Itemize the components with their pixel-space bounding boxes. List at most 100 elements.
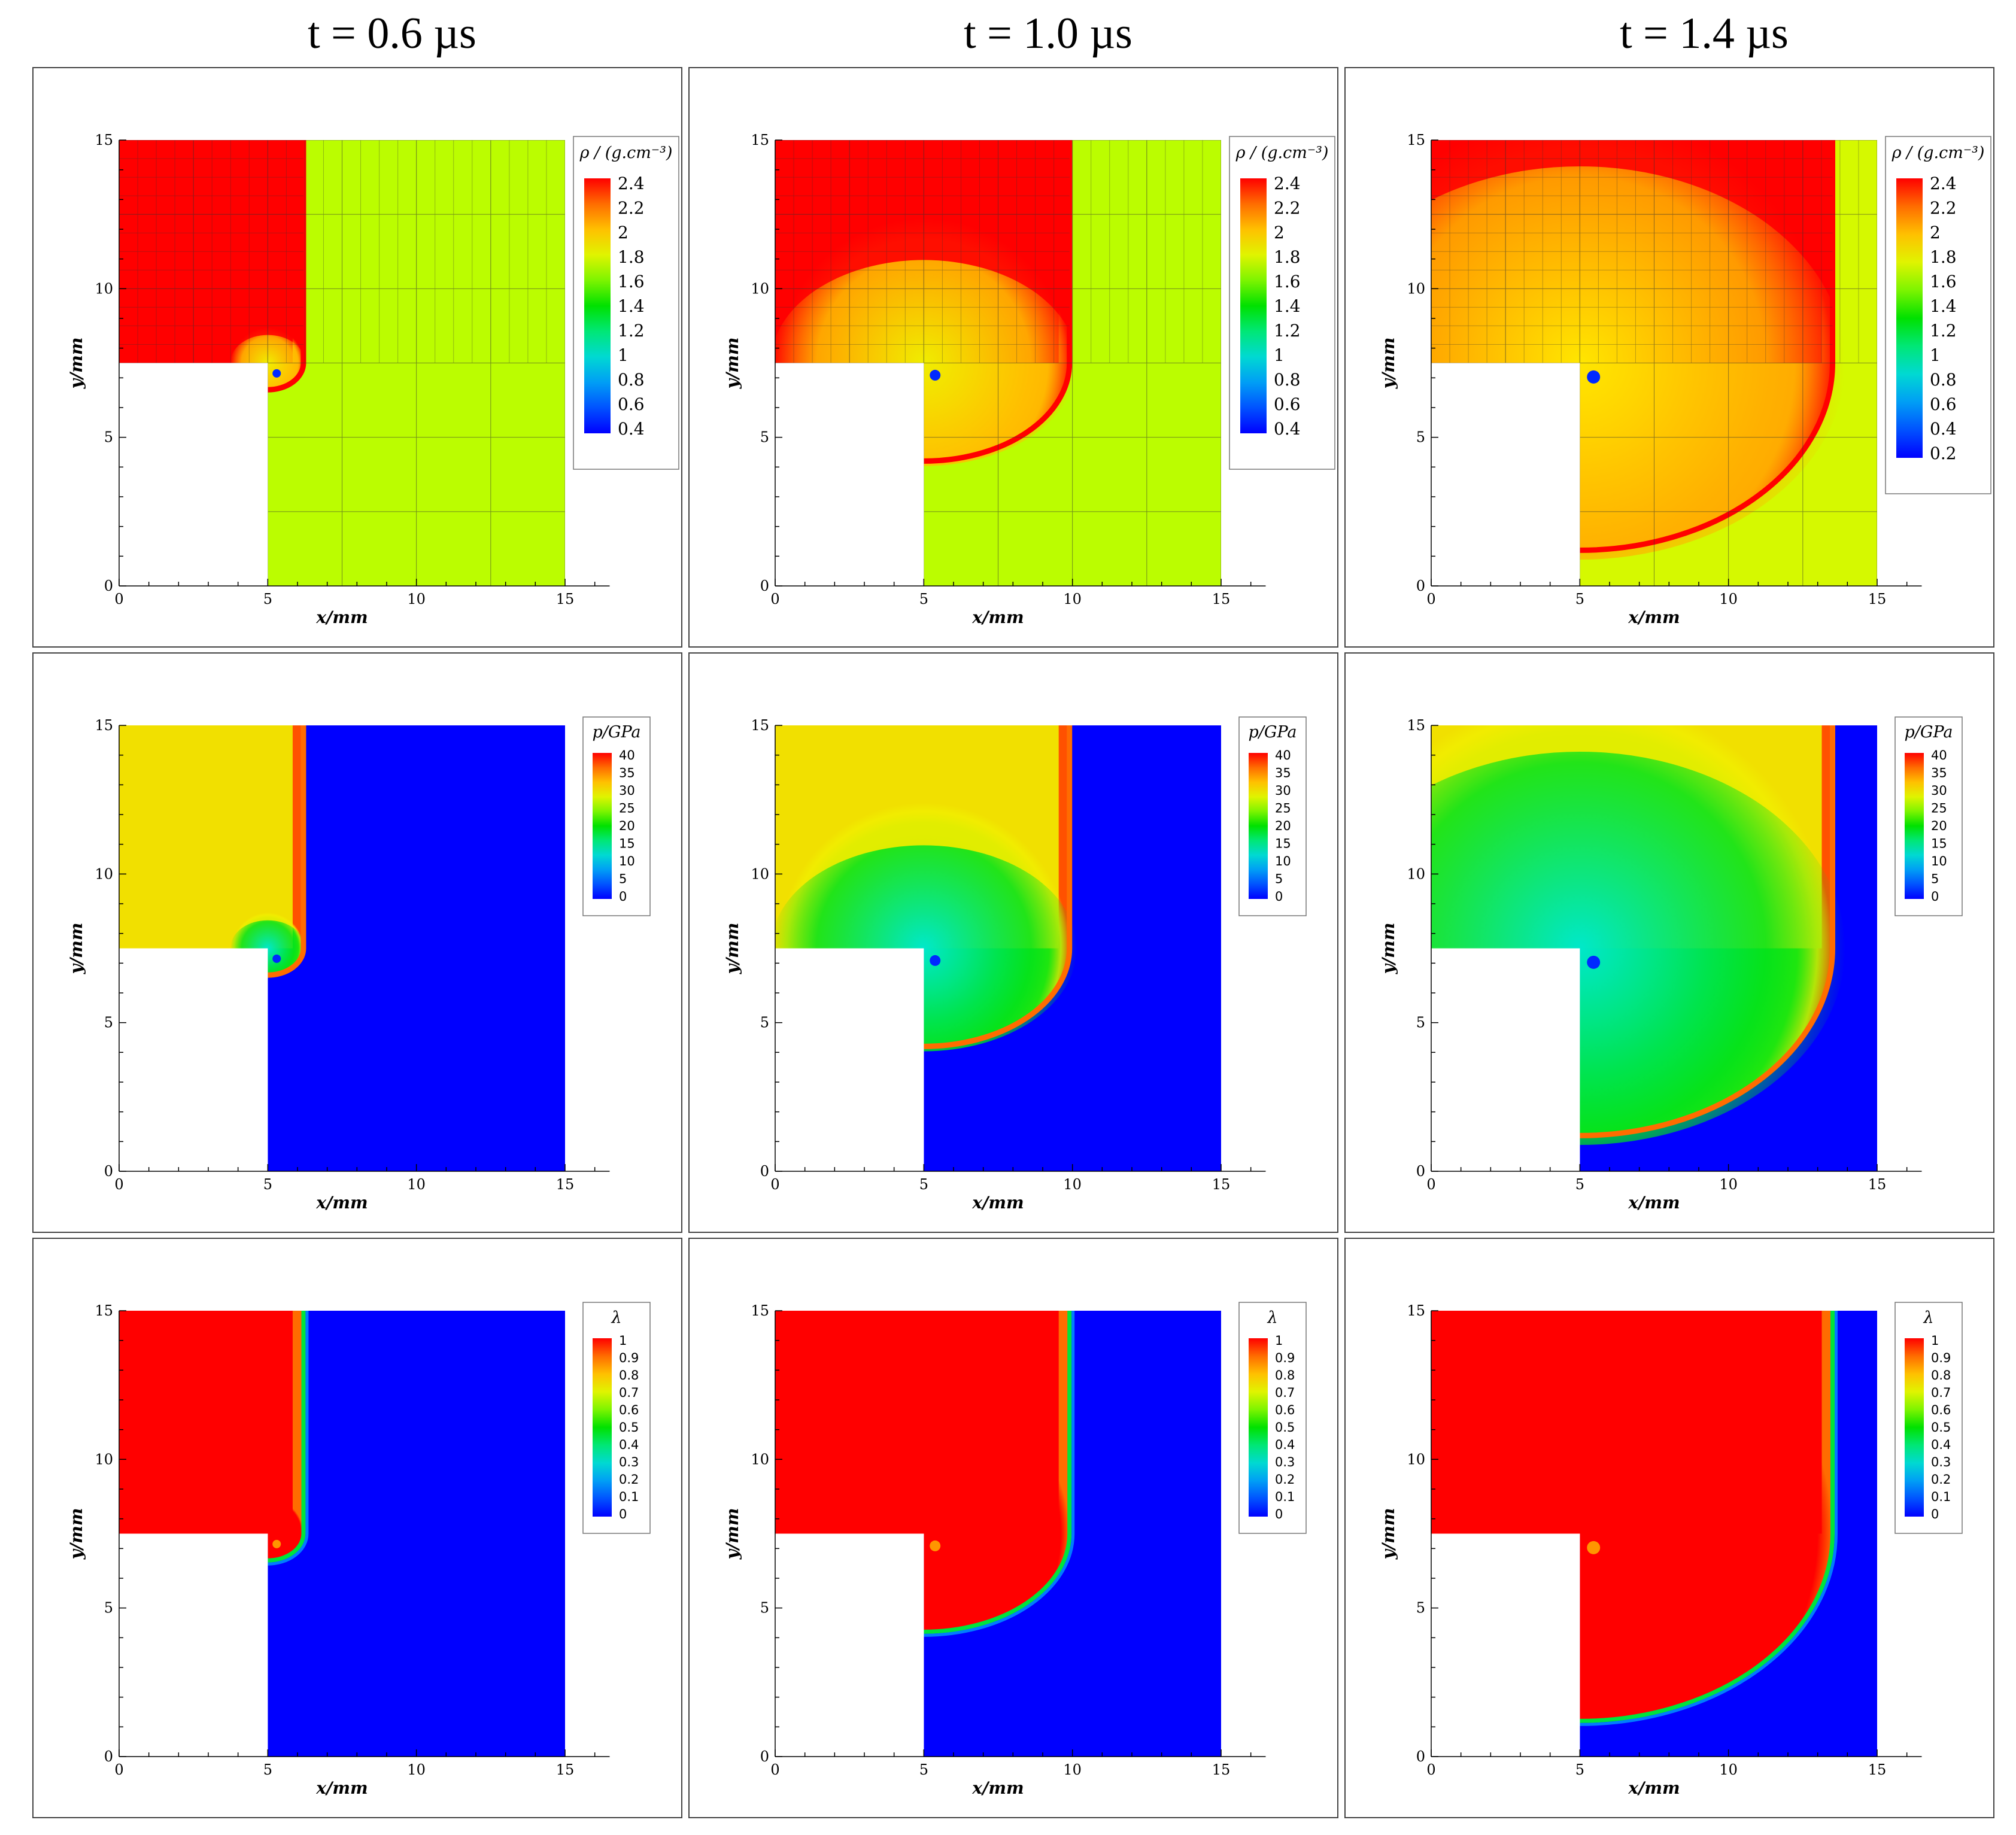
- x-axis-label: x/mm: [315, 1778, 368, 1798]
- y-tick-label: 15: [1407, 132, 1425, 148]
- legend-tick-label: 0.8: [619, 1368, 639, 1383]
- panel-density-2: 0 5 10 15 0 5 10 15 x/mm y/mm ρ / (g.cm⁻³) 2.4 2.2 2 1…: [688, 67, 1338, 648]
- inert-block: [775, 948, 924, 1171]
- axes: [775, 139, 1266, 587]
- legend-colorbar: [1896, 178, 1923, 458]
- legend-tick-label: 1.6: [1930, 272, 1957, 291]
- y-tick-label: 10: [1407, 280, 1425, 297]
- contour-plot: 0 5 10 15 0 5 10 15 x/mm y/mm λ 1 0.9 0.8 0.7 0.6 0.5 0.4…: [66, 1302, 651, 1798]
- x-tick-label: 5: [1575, 591, 1584, 607]
- legend-tick-label: 10: [1275, 854, 1291, 868]
- legend-tick-label: 25: [1931, 801, 1947, 816]
- detonation-front: [1580, 140, 1835, 553]
- x-tick-label: 15: [1868, 591, 1887, 607]
- legend-tick-label: 0.4: [619, 1438, 639, 1452]
- x-tick-label: 5: [919, 1761, 928, 1778]
- vortex-spot: [272, 1539, 281, 1548]
- y-tick-label: 15: [1407, 717, 1425, 734]
- inert-block: [119, 1533, 268, 1757]
- x-tick-label: 0: [1426, 1176, 1435, 1193]
- x-tick-label: 15: [556, 1176, 575, 1193]
- column-title-3: t = 1.4 µs: [1620, 9, 1789, 58]
- x-axis-label: x/mm: [971, 607, 1024, 627]
- x-tick-label: 10: [407, 1176, 426, 1193]
- legend-tick-label: 0.8: [1930, 370, 1957, 390]
- inert-block: [119, 363, 268, 586]
- legend-tick-label: 5: [619, 872, 627, 886]
- y-axis-label: y/mm: [722, 923, 742, 975]
- detonation-front: [1580, 725, 1835, 1138]
- products-band: [119, 725, 293, 949]
- x-tick-label: 15: [1868, 1176, 1887, 1193]
- products-band: [119, 1311, 293, 1534]
- legend-tick-label: 15: [1275, 837, 1291, 851]
- legend-tick-label: 30: [1275, 783, 1291, 798]
- legend-tick-label: 1.4: [1274, 296, 1301, 316]
- vortex-spot: [272, 954, 281, 963]
- x-tick-label: 5: [263, 591, 272, 607]
- y-tick-label: 5: [760, 1600, 769, 1617]
- x-tick-label: 5: [1575, 1761, 1584, 1778]
- legend-title: λ: [611, 1308, 621, 1327]
- legend-tick-label: 0.6: [619, 1403, 639, 1417]
- y-axis-label: y/mm: [66, 923, 86, 975]
- legend-tick-label: 25: [1275, 801, 1291, 816]
- legend-tick-label: 0.5: [619, 1420, 639, 1435]
- legend-tick-label: 35: [1931, 766, 1947, 780]
- y-tick-label: 10: [95, 865, 113, 882]
- x-tick-label: 10: [1063, 591, 1082, 607]
- legend-tick-label: 1.2: [618, 321, 645, 341]
- x-tick-label: 15: [1212, 591, 1231, 607]
- y-tick-label: 0: [104, 1748, 113, 1765]
- legend-tick-label: 35: [619, 766, 635, 780]
- legend-tick-label: 0.9: [1275, 1351, 1295, 1365]
- legend-tick-label: 1.8: [1274, 247, 1301, 267]
- y-tick-label: 5: [104, 1600, 113, 1617]
- y-tick-label: 0: [104, 578, 113, 594]
- y-tick-label: 10: [1407, 865, 1425, 882]
- legend-tick-label: 2: [618, 223, 629, 242]
- vortex-spot: [930, 369, 941, 381]
- legend-title: λ: [1267, 1308, 1277, 1327]
- legend-tick-label: 1.4: [1930, 296, 1957, 316]
- y-tick-label: 0: [104, 1163, 113, 1180]
- x-tick-label: 0: [114, 591, 123, 607]
- panel-reaction_progress-3: 0 5 10 15 0 5 10 15 x/mm y/mm λ 1 0.9 0.8 0.7 0.6 0.5 0.4…: [1344, 1238, 1994, 1818]
- legend-tick-label: 1.6: [618, 272, 645, 291]
- legend-tick-label: 0.2: [619, 1472, 639, 1487]
- y-tick-label: 5: [1416, 1014, 1425, 1031]
- x-axis-label: x/mm: [315, 607, 368, 627]
- y-axis-label: y/mm: [1379, 1508, 1398, 1560]
- legend-tick-label: 40: [619, 748, 635, 762]
- panel-pressure-3: 0 5 10 15 0 5 10 15 x/mm y/mm p/GPa 40 35 30 25 20 15 10 5…: [1344, 652, 1994, 1233]
- axes: [119, 725, 610, 1172]
- reaction-zone-edge: [1580, 1311, 1838, 1726]
- legend-tick-label: 0.6: [618, 394, 645, 414]
- x-tick-label: 10: [407, 591, 426, 607]
- x-tick-label: 15: [1212, 1176, 1231, 1193]
- x-tick-label: 0: [1426, 1761, 1435, 1778]
- axes: [119, 139, 610, 587]
- legend-tick-label: 0: [619, 1507, 627, 1521]
- y-tick-label: 10: [751, 1451, 769, 1468]
- x-tick-label: 10: [1719, 1761, 1738, 1778]
- y-tick-label: 5: [760, 429, 769, 446]
- y-tick-label: 0: [760, 1748, 769, 1765]
- legend-tick-label: 1: [1930, 345, 1941, 365]
- y-tick-label: 15: [751, 1302, 769, 1319]
- y-tick-label: 10: [751, 865, 769, 882]
- y-axis-label: y/mm: [1379, 338, 1398, 390]
- x-tick-label: 0: [114, 1176, 123, 1193]
- y-tick-label: 15: [95, 1302, 113, 1319]
- legend-tick-label: 0.9: [619, 1351, 639, 1365]
- legend-tick-label: 2.4: [1274, 174, 1301, 193]
- x-tick-label: 0: [1426, 591, 1435, 607]
- legend-tick-label: 1.8: [618, 247, 645, 267]
- inert-block: [775, 363, 924, 586]
- legend-tick-label: 2.2: [618, 198, 645, 218]
- legend-tick-label: 1.2: [1274, 321, 1301, 341]
- legend-tick-label: 5: [1931, 872, 1939, 886]
- x-axis-label: x/mm: [1628, 1193, 1680, 1213]
- legend-tick-label: 20: [1275, 819, 1291, 833]
- y-tick-label: 10: [751, 280, 769, 297]
